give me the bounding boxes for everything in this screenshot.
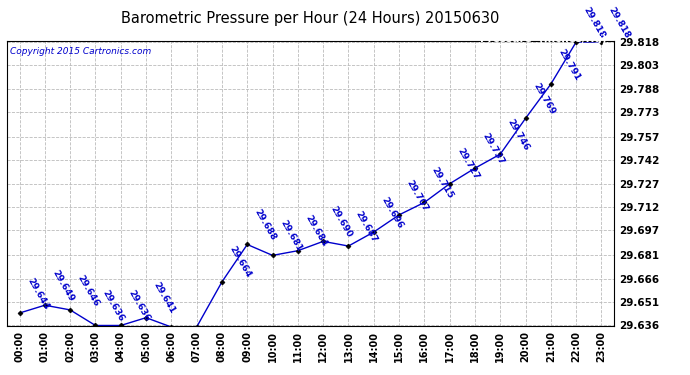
Text: 29.635: 29.635 (0, 374, 1, 375)
Text: 29.646: 29.646 (76, 273, 101, 308)
Text: 29.818: 29.818 (582, 5, 607, 40)
Text: 29.687: 29.687 (354, 209, 380, 244)
Text: 29.818: 29.818 (607, 5, 632, 40)
Text: 29.769: 29.769 (531, 81, 556, 116)
Text: 29.649: 29.649 (50, 268, 76, 303)
Text: 29.681: 29.681 (278, 219, 304, 253)
Text: Pressure  (Inches/Hg): Pressure (Inches/Hg) (480, 34, 607, 44)
Text: 29.727: 29.727 (455, 147, 480, 182)
Text: 29.641: 29.641 (152, 281, 177, 315)
Text: 29.696: 29.696 (380, 195, 404, 230)
Text: 29.635: 29.635 (0, 374, 1, 375)
Text: 29.690: 29.690 (328, 205, 354, 239)
Text: 29.664: 29.664 (228, 245, 253, 280)
Text: 29.644: 29.644 (25, 276, 50, 311)
Text: 29.636: 29.636 (126, 289, 152, 323)
Text: 29.684: 29.684 (304, 214, 328, 249)
Text: Barometric Pressure per Hour (24 Hours) 20150630: Barometric Pressure per Hour (24 Hours) … (121, 11, 500, 26)
Text: 29.707: 29.707 (404, 178, 430, 213)
Text: 29.636: 29.636 (101, 289, 126, 323)
Text: Copyright 2015 Cartronics.com: Copyright 2015 Cartronics.com (10, 47, 151, 56)
Text: 29.737: 29.737 (480, 131, 506, 166)
Text: 29.715: 29.715 (430, 166, 455, 200)
Text: 29.746: 29.746 (506, 117, 531, 152)
Text: 29.791: 29.791 (556, 47, 582, 82)
Text: 29.688: 29.688 (253, 208, 278, 242)
